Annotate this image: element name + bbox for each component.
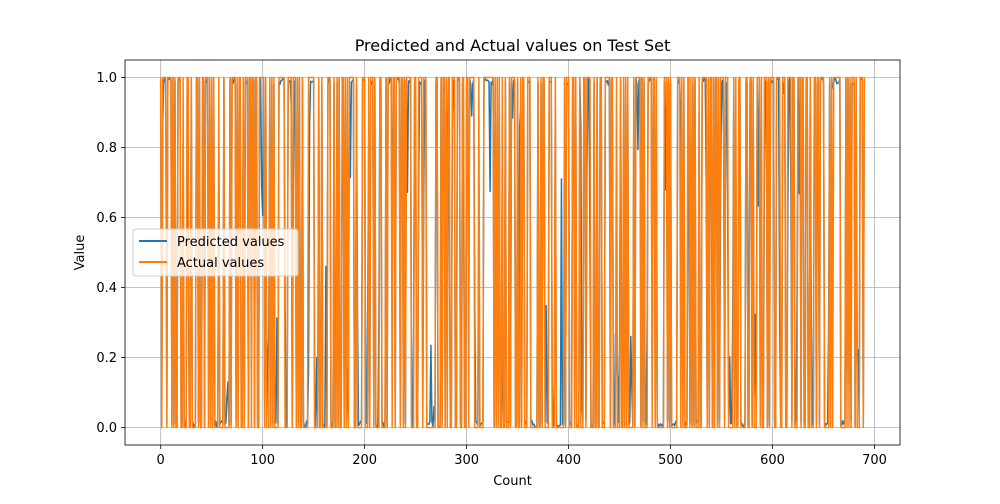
legend-label-actual: Actual values <box>177 256 264 271</box>
x-axis-label: Count <box>493 474 532 489</box>
x-tick-label: 200 <box>352 453 377 468</box>
x-tick-label: 300 <box>454 453 479 468</box>
x-tick-label: 600 <box>760 453 785 468</box>
x-tick-label: 100 <box>250 453 275 468</box>
y-tick-label: 1.0 <box>96 71 117 86</box>
chart-title: Predicted and Actual values on Test Set <box>355 36 671 55</box>
y-tick-label: 0.4 <box>96 281 117 296</box>
series-line-actual <box>159 76 866 429</box>
y-tick-label: 0.0 <box>96 421 117 436</box>
x-tick-label: 0 <box>157 453 165 468</box>
x-tick-label: 500 <box>658 453 683 468</box>
y-tick-label: 0.6 <box>96 211 117 226</box>
legend-box <box>132 228 299 277</box>
x-tick-label: 700 <box>862 453 887 468</box>
axes-frame <box>124 59 901 446</box>
y-tick-label: 0.8 <box>96 141 117 156</box>
ticks: 0 100 200 300 400 500 600 700 0.0 0.2 0.4 0.6 0.8 1.0 <box>96 71 887 468</box>
y-tick-label: 0.2 <box>96 351 117 366</box>
series-layer <box>159 76 866 429</box>
x-tick-label: 400 <box>556 453 581 468</box>
legend: Predicted values Actual values <box>132 228 299 277</box>
legend-label-predicted: Predicted values <box>177 235 285 250</box>
y-axis-label: Value <box>73 235 88 271</box>
